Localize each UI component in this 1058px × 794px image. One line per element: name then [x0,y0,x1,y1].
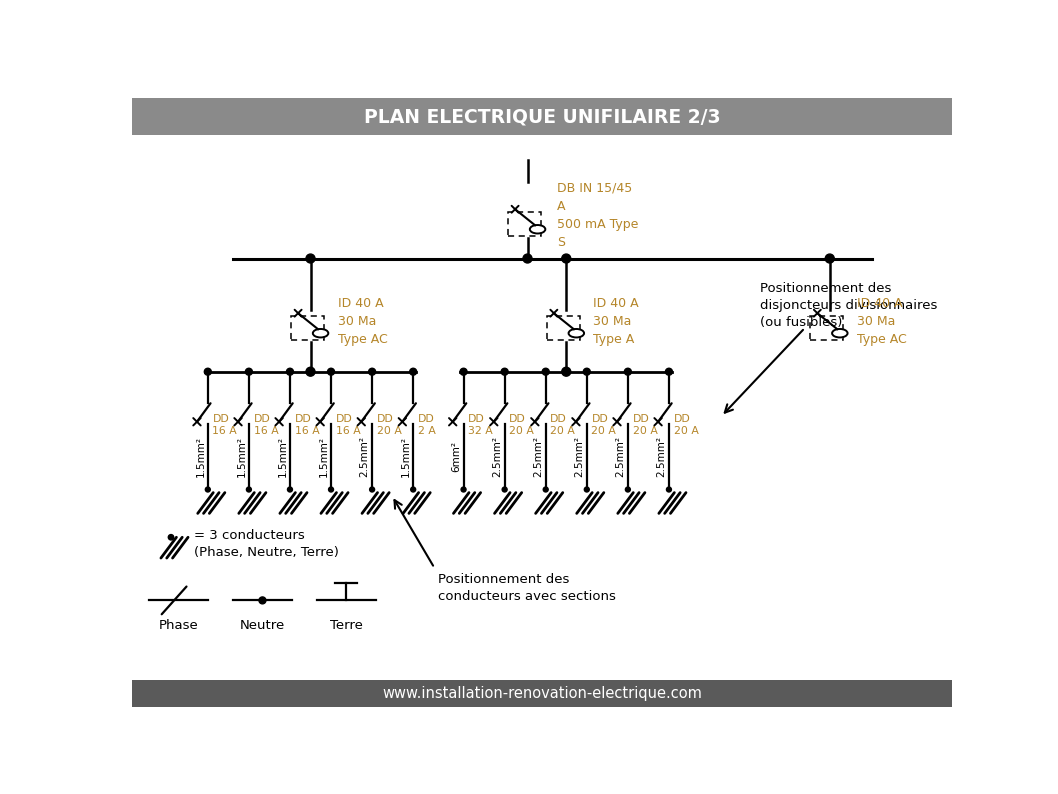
Text: Phase: Phase [159,619,199,632]
Bar [132,98,952,135]
Circle shape [624,368,632,376]
Circle shape [667,487,672,492]
Text: = 3 conducteurs
(Phase, Neutre, Terre): = 3 conducteurs (Phase, Neutre, Terre) [195,529,340,559]
Circle shape [247,487,252,492]
Ellipse shape [530,225,545,233]
Text: 1.5mm²: 1.5mm² [196,436,205,477]
Text: 2.5mm²: 2.5mm² [616,436,625,477]
Text: DD
16 A: DD 16 A [254,414,278,437]
Text: www.installation-renovation-electrique.com: www.installation-renovation-electrique.c… [382,686,703,700]
Text: DB IN 15/45
A
500 mA Type
S: DB IN 15/45 A 500 mA Type S [557,182,638,249]
Text: DD
16 A: DD 16 A [294,414,320,437]
Circle shape [503,487,507,492]
Circle shape [523,254,532,263]
Text: 1.5mm²: 1.5mm² [277,436,288,477]
Bar [508,212,541,237]
Text: DD
2 A: DD 2 A [418,414,436,437]
Text: ID 40 A
30 Ma
Type AC: ID 40 A 30 Ma Type AC [338,297,387,346]
Ellipse shape [832,329,847,337]
Bar [810,316,843,341]
Text: 2.5mm²: 2.5mm² [574,436,584,477]
Circle shape [306,254,315,263]
Text: DD
20 A: DD 20 A [550,414,576,437]
Circle shape [288,487,292,492]
Circle shape [204,368,212,376]
Circle shape [287,368,293,376]
Text: DD
20 A: DD 20 A [591,414,617,437]
Circle shape [411,487,416,492]
Circle shape [562,254,570,263]
Text: Positionnement des
disjoncteurs divisionnaires
(ou fusibles): Positionnement des disjoncteurs division… [760,282,937,329]
Circle shape [542,368,549,376]
Bar [547,316,580,341]
Text: Positionnement des
conducteurs avec sections: Positionnement des conducteurs avec sect… [438,572,616,603]
Text: DD
20 A: DD 20 A [377,414,402,437]
Text: PLAN ELECTRIQUE UNIFILAIRE 2/3: PLAN ELECTRIQUE UNIFILAIRE 2/3 [364,107,720,126]
Circle shape [409,368,417,376]
Circle shape [368,368,376,376]
Circle shape [329,487,333,492]
Text: 6mm²: 6mm² [451,441,461,472]
Text: 1.5mm²: 1.5mm² [237,436,247,477]
Ellipse shape [313,329,328,337]
Circle shape [665,368,673,376]
Text: ID 40 A
30 Ma
Type A: ID 40 A 30 Ma Type A [594,297,639,346]
Circle shape [501,368,508,376]
Text: 2.5mm²: 2.5mm² [492,436,503,477]
Circle shape [584,487,589,492]
Text: 2.5mm²: 2.5mm² [360,436,369,477]
Text: DD
20 A: DD 20 A [674,414,698,437]
Circle shape [328,368,334,376]
Text: 1.5mm²: 1.5mm² [318,436,329,477]
Circle shape [205,487,211,492]
Text: DD
16 A: DD 16 A [335,414,361,437]
Circle shape [562,368,570,376]
Circle shape [168,534,174,540]
Circle shape [306,368,315,376]
Bar [132,680,952,707]
Circle shape [259,597,266,604]
Circle shape [461,487,466,492]
Circle shape [369,487,375,492]
Text: Neutre: Neutre [240,619,285,632]
Text: ID 40 A
30 Ma
Type AC: ID 40 A 30 Ma Type AC [857,297,907,346]
Text: DD
20 A: DD 20 A [509,414,534,437]
Text: 1.5mm²: 1.5mm² [401,436,411,477]
Ellipse shape [568,329,584,337]
Text: Terre: Terre [330,619,363,632]
Bar [291,316,324,341]
Text: 2.5mm²: 2.5mm² [533,436,544,477]
Circle shape [583,368,590,376]
Circle shape [245,368,253,376]
Text: DD
20 A: DD 20 A [633,414,657,437]
Circle shape [460,368,467,376]
Circle shape [543,487,548,492]
Circle shape [625,487,631,492]
Circle shape [825,254,835,263]
Text: DD
32 A: DD 32 A [469,414,493,437]
Text: DD
16 A: DD 16 A [213,414,237,437]
Text: 2.5mm²: 2.5mm² [657,436,667,477]
